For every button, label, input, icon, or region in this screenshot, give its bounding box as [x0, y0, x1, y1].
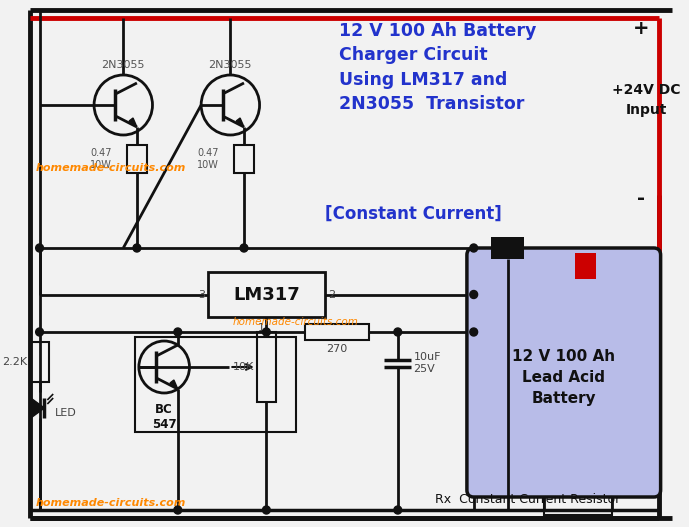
- Bar: [305, 324, 369, 340]
- Text: [Constant Current]: [Constant Current]: [325, 205, 502, 223]
- Text: homemade-circuits.com: homemade-circuits.com: [233, 317, 358, 327]
- Bar: [127, 145, 147, 173]
- Bar: [544, 497, 612, 515]
- Circle shape: [394, 328, 402, 336]
- Bar: [30, 342, 50, 382]
- Bar: [491, 237, 524, 259]
- Circle shape: [174, 506, 182, 514]
- Circle shape: [36, 328, 43, 336]
- Text: 2: 2: [328, 289, 335, 299]
- Text: 12 V 100 Ah Battery
Charger Circuit
Using LM317 and
2N3055  Transistor: 12 V 100 Ah Battery Charger Circuit Usin…: [340, 22, 537, 113]
- Text: homemade-circuits.com: homemade-circuits.com: [36, 163, 186, 173]
- Bar: [575, 253, 597, 279]
- Text: +: +: [633, 18, 650, 37]
- Bar: [256, 332, 276, 402]
- Text: 0.47
10W: 0.47 10W: [197, 148, 218, 170]
- Text: LED: LED: [55, 408, 77, 418]
- Text: 3: 3: [198, 289, 205, 299]
- Circle shape: [470, 244, 477, 252]
- Polygon shape: [170, 380, 178, 389]
- Circle shape: [174, 328, 182, 336]
- Circle shape: [470, 290, 477, 298]
- Text: Rx  Constant Current Resistor: Rx Constant Current Resistor: [435, 493, 620, 506]
- Polygon shape: [129, 118, 137, 127]
- Text: homemade-circuits.com: homemade-circuits.com: [36, 498, 186, 508]
- Text: BC
547: BC 547: [152, 403, 176, 431]
- Circle shape: [470, 328, 477, 336]
- Text: LM317: LM317: [233, 286, 300, 304]
- Text: 0.47
10W: 0.47 10W: [90, 148, 112, 170]
- Bar: [135, 337, 296, 432]
- Circle shape: [240, 244, 248, 252]
- Text: 2N3055: 2N3055: [209, 60, 252, 70]
- Text: -: -: [637, 189, 645, 208]
- Circle shape: [133, 244, 141, 252]
- Text: 1: 1: [258, 323, 265, 333]
- Circle shape: [36, 244, 43, 252]
- Polygon shape: [236, 118, 244, 127]
- Circle shape: [263, 506, 270, 514]
- Polygon shape: [31, 398, 44, 418]
- Circle shape: [394, 506, 402, 514]
- Text: 10uF
25V: 10uF 25V: [413, 352, 441, 374]
- Text: 2.2K: 2.2K: [2, 357, 27, 367]
- Bar: [234, 145, 254, 173]
- Text: 10K: 10K: [232, 362, 254, 372]
- Bar: [208, 272, 325, 317]
- Text: 2N3055: 2N3055: [101, 60, 145, 70]
- Text: +24V DC
Input: +24V DC Input: [612, 83, 680, 117]
- Text: 270: 270: [327, 344, 347, 354]
- FancyBboxPatch shape: [467, 248, 661, 497]
- Circle shape: [263, 328, 270, 336]
- Text: 12 V 100 Ah
Lead Acid
Battery: 12 V 100 Ah Lead Acid Battery: [512, 349, 615, 406]
